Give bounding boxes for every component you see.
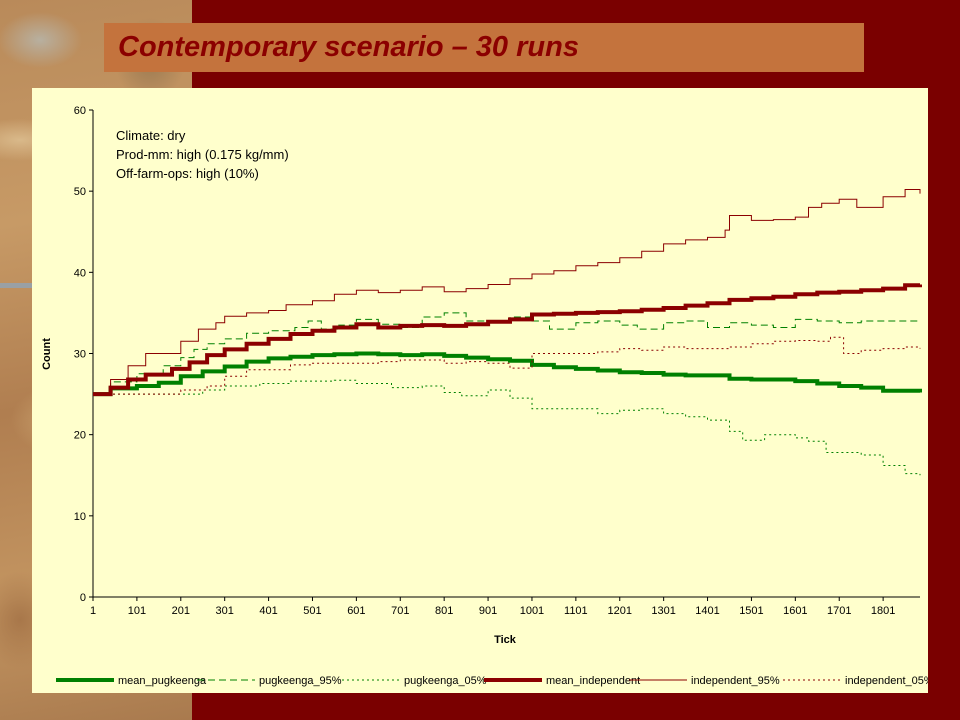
x-tick-label: 101 <box>128 605 146 617</box>
series-line-pugkeenga_05% <box>93 379 921 476</box>
x-tick-label: 1201 <box>608 605 632 617</box>
x-tick-label: 1501 <box>739 605 763 617</box>
road-strip <box>0 283 60 288</box>
annotation-line: Climate: dry <box>116 128 186 143</box>
x-tick-label: 1401 <box>695 605 719 617</box>
x-tick-label: 1301 <box>651 605 675 617</box>
legend-label: pugkeenga_05% <box>404 675 487 687</box>
x-tick-label: 301 <box>216 605 234 617</box>
legend-label: mean_pugkeenga <box>118 675 207 687</box>
slide-title: Contemporary scenario – 30 runs <box>118 31 579 63</box>
x-tick-label: 601 <box>347 605 365 617</box>
y-tick-label: 50 <box>74 186 86 198</box>
chart-panel: Climate: dry Prod-mm: high (0.175 kg/mm)… <box>32 88 928 693</box>
legend-label: independent_05% <box>845 675 928 687</box>
series-line-independent_95% <box>93 189 921 395</box>
x-tick-label: 1701 <box>827 605 851 617</box>
legend-label: mean_independent <box>546 675 640 687</box>
y-tick-label: 40 <box>74 267 86 279</box>
x-tick-label: 1001 <box>520 605 544 617</box>
annotation-line: Off-farm-ops: high (10%) <box>116 166 259 181</box>
y-tick-label: 0 <box>80 592 86 604</box>
x-tick-label: 1801 <box>871 605 895 617</box>
line-chart: Climate: dry Prod-mm: high (0.175 kg/mm)… <box>41 105 928 687</box>
legend-label: pugkeenga_95% <box>259 675 342 687</box>
y-tick-label: 30 <box>74 349 86 361</box>
y-tick-label: 60 <box>74 105 86 117</box>
series-line-independent_05% <box>93 336 921 395</box>
y-tick-label: 10 <box>74 511 86 523</box>
x-tick-label: 501 <box>303 605 321 617</box>
x-tick-label: 701 <box>391 605 409 617</box>
x-axis-title: Tick <box>494 634 517 646</box>
x-tick-label: 1601 <box>783 605 807 617</box>
x-tick-label: 901 <box>479 605 497 617</box>
plot-area <box>93 189 922 476</box>
chart-annotation: Climate: dry Prod-mm: high (0.175 kg/mm)… <box>116 128 289 181</box>
x-tick-label: 1 <box>90 605 96 617</box>
x-tick-label: 1101 <box>564 605 588 617</box>
y-tick-label: 20 <box>74 430 86 442</box>
x-tick-label: 201 <box>172 605 190 617</box>
legend-label: independent_95% <box>691 675 780 687</box>
series-line-mean_pugkeenga <box>93 351 922 397</box>
annotation-line: Prod-mm: high (0.175 kg/mm) <box>116 147 289 162</box>
series-line-mean_independent <box>93 283 922 397</box>
x-tick-label: 801 <box>435 605 453 617</box>
x-tick-label: 401 <box>259 605 277 617</box>
y-axis-title: Count <box>41 338 53 370</box>
title-banner: Contemporary scenario – 30 runs <box>104 23 864 72</box>
series-line-pugkeenga_95% <box>93 312 920 395</box>
